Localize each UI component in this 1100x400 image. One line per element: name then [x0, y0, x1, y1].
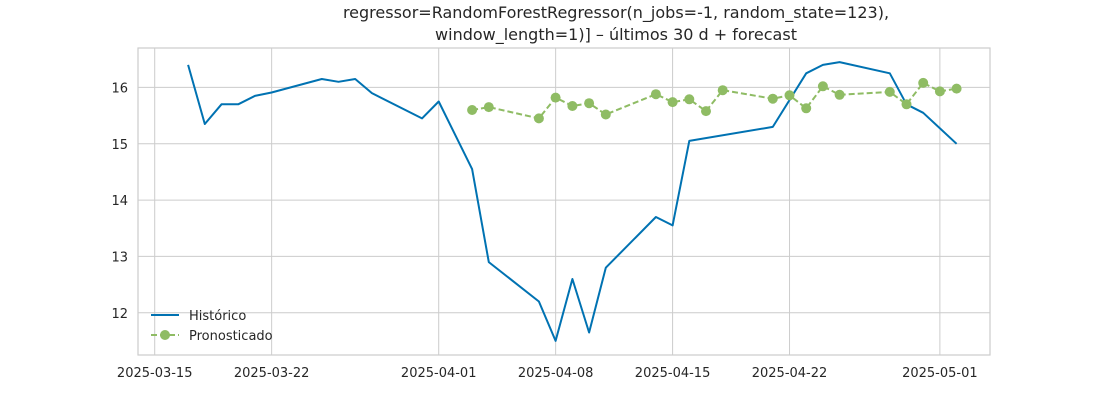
- forecast-point: [951, 83, 962, 94]
- legend-historico-label: Histórico: [189, 309, 246, 324]
- y-tick-label: 13: [111, 250, 128, 265]
- forecast-point: [901, 99, 912, 110]
- x-tick-label: 2025-04-08: [518, 366, 594, 381]
- legend: Histórico Pronosticado: [151, 309, 273, 344]
- forecast-point: [767, 93, 778, 104]
- y-tick-label: 15: [111, 138, 128, 153]
- forecast-point: [701, 106, 711, 117]
- x-tick-label: 2025-04-15: [635, 366, 711, 381]
- forecast-point: [834, 89, 845, 100]
- series-layer: [187, 61, 962, 342]
- plot-area: [137, 47, 991, 356]
- forecast-point: [600, 109, 611, 120]
- forecast-point: [550, 92, 561, 103]
- forecast-point: [533, 113, 544, 124]
- x-tick-label: 2025-03-15: [117, 366, 193, 381]
- forecast-point: [817, 81, 828, 92]
- legend-pronosticado-label: Pronosticado: [189, 329, 273, 344]
- x-tick-label: 2025-04-22: [752, 366, 828, 381]
- tick-labels: 2025-03-15 2025-03-22 2025-04-01 2025-04-08…: [111, 81, 977, 381]
- forecast-point: [717, 85, 728, 96]
- forecast-point: [667, 97, 678, 108]
- forecast-point: [934, 86, 945, 97]
- y-tick-label: 16: [111, 81, 128, 96]
- forecast-point: [567, 101, 578, 111]
- y-tick-label: 12: [111, 307, 128, 322]
- forecast-point: [801, 103, 812, 114]
- forecast-point: [650, 89, 661, 100]
- x-tick-label: 2025-05-01: [902, 366, 978, 381]
- forecast-point: [784, 90, 795, 101]
- forecast-point: [483, 102, 494, 113]
- forecast-point: [884, 86, 895, 97]
- x-tick-label: 2025-04-01: [401, 366, 477, 381]
- forecast-point: [584, 98, 595, 109]
- forecast-point: [918, 77, 929, 88]
- x-tick-label: 2025-03-22: [234, 366, 310, 381]
- grid: [138, 48, 990, 355]
- forecast-point: [684, 94, 695, 105]
- forecast-point: [467, 105, 478, 115]
- legend-pronosticado-marker: [160, 330, 170, 340]
- chart-title-line-2: window_length=1)] – últimos 30 d + forec…: [435, 25, 797, 45]
- chart-title-line-1: regressor=RandomForestRegressor(n_jobs=-…: [343, 3, 889, 23]
- y-tick-label: 14: [111, 194, 128, 209]
- series-line-pronosticado: [471, 81, 957, 120]
- series-line-historico: [187, 61, 958, 342]
